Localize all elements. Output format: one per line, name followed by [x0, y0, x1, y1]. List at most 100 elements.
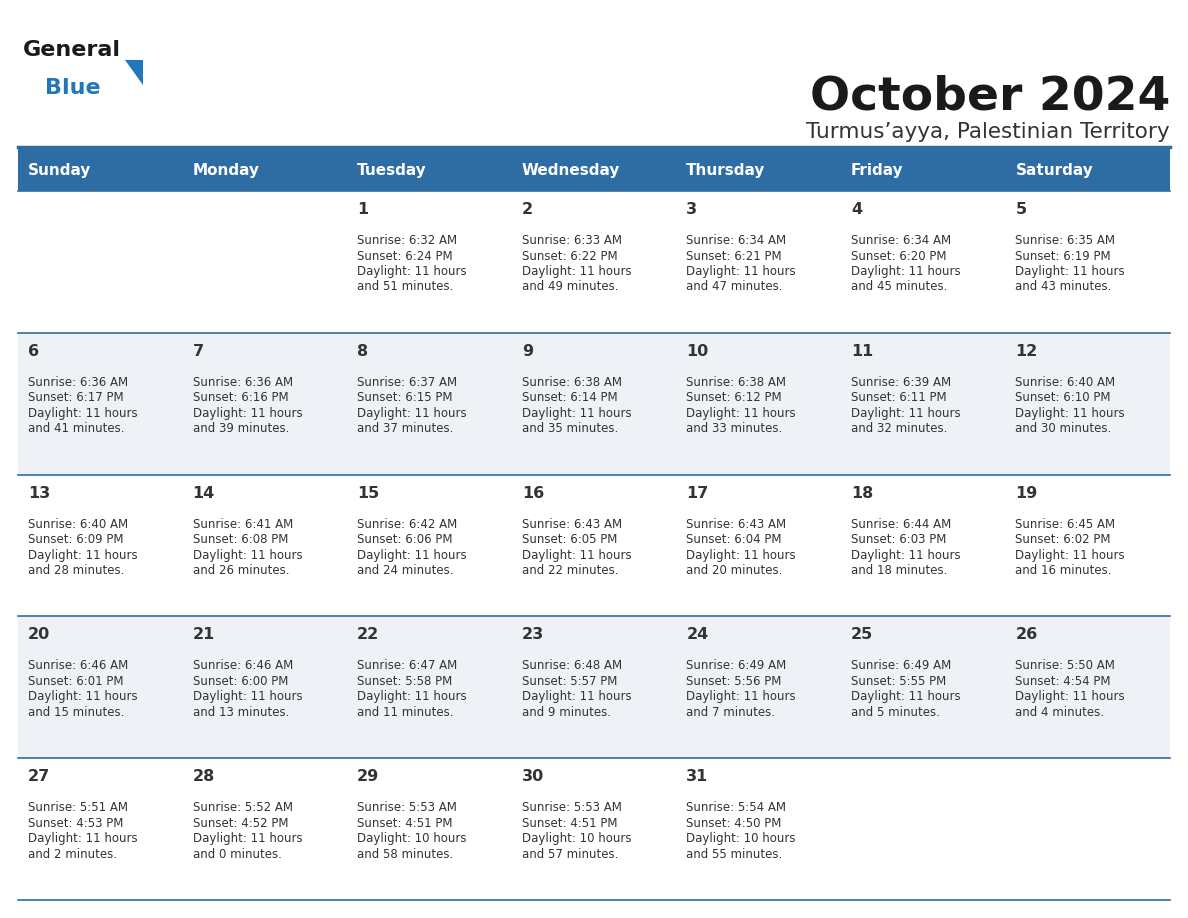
Text: Daylight: 11 hours: Daylight: 11 hours	[192, 407, 302, 420]
Text: 5: 5	[1016, 202, 1026, 217]
Text: 9: 9	[522, 344, 533, 359]
Text: Daylight: 11 hours: Daylight: 11 hours	[1016, 690, 1125, 703]
Text: Sunrise: 6:49 AM: Sunrise: 6:49 AM	[851, 659, 952, 672]
Text: Sunday: Sunday	[29, 162, 91, 177]
Text: Sunset: 6:02 PM: Sunset: 6:02 PM	[1016, 533, 1111, 546]
Text: 4: 4	[851, 202, 862, 217]
Text: Daylight: 11 hours: Daylight: 11 hours	[851, 549, 960, 562]
Text: Daylight: 11 hours: Daylight: 11 hours	[687, 265, 796, 278]
Text: and 0 minutes.: and 0 minutes.	[192, 847, 282, 861]
Text: and 30 minutes.: and 30 minutes.	[1016, 422, 1112, 435]
Text: Sunset: 6:19 PM: Sunset: 6:19 PM	[1016, 250, 1111, 263]
Text: Daylight: 11 hours: Daylight: 11 hours	[29, 833, 138, 845]
Text: Sunrise: 6:39 AM: Sunrise: 6:39 AM	[851, 375, 950, 389]
Text: Daylight: 11 hours: Daylight: 11 hours	[522, 549, 631, 562]
Text: Sunset: 5:57 PM: Sunset: 5:57 PM	[522, 675, 617, 688]
Text: Daylight: 11 hours: Daylight: 11 hours	[358, 549, 467, 562]
Polygon shape	[125, 60, 143, 85]
Text: Sunrise: 6:33 AM: Sunrise: 6:33 AM	[522, 234, 621, 247]
Text: and 32 minutes.: and 32 minutes.	[851, 422, 947, 435]
Text: Tuesday: Tuesday	[358, 162, 426, 177]
Text: Sunset: 4:54 PM: Sunset: 4:54 PM	[1016, 675, 1111, 688]
Text: Daylight: 11 hours: Daylight: 11 hours	[687, 407, 796, 420]
Text: Daylight: 11 hours: Daylight: 11 hours	[29, 690, 138, 703]
Text: 6: 6	[29, 344, 39, 359]
Text: and 28 minutes.: and 28 minutes.	[29, 564, 125, 577]
Text: and 11 minutes.: and 11 minutes.	[358, 706, 454, 719]
Text: and 4 minutes.: and 4 minutes.	[1016, 706, 1105, 719]
Text: and 2 minutes.: and 2 minutes.	[29, 847, 116, 861]
Text: and 43 minutes.: and 43 minutes.	[1016, 281, 1112, 294]
Text: Daylight: 11 hours: Daylight: 11 hours	[192, 690, 302, 703]
Text: Sunrise: 6:43 AM: Sunrise: 6:43 AM	[522, 518, 621, 531]
Text: Daylight: 11 hours: Daylight: 11 hours	[29, 549, 138, 562]
Text: 7: 7	[192, 344, 203, 359]
Text: Sunset: 6:10 PM: Sunset: 6:10 PM	[1016, 391, 1111, 404]
Text: Sunrise: 6:37 AM: Sunrise: 6:37 AM	[358, 375, 457, 389]
Text: Daylight: 11 hours: Daylight: 11 hours	[522, 265, 631, 278]
Text: Sunrise: 6:44 AM: Sunrise: 6:44 AM	[851, 518, 952, 531]
Text: 24: 24	[687, 627, 708, 643]
Text: Sunset: 6:16 PM: Sunset: 6:16 PM	[192, 391, 289, 404]
Text: 15: 15	[358, 486, 379, 500]
Text: 19: 19	[1016, 486, 1037, 500]
Bar	[18, 616, 1170, 758]
Text: and 45 minutes.: and 45 minutes.	[851, 281, 947, 294]
Text: 28: 28	[192, 769, 215, 784]
Text: Sunset: 6:00 PM: Sunset: 6:00 PM	[192, 675, 287, 688]
Bar	[18, 475, 1170, 616]
Text: and 16 minutes.: and 16 minutes.	[1016, 564, 1112, 577]
Text: Daylight: 11 hours: Daylight: 11 hours	[192, 833, 302, 845]
Text: 17: 17	[687, 486, 708, 500]
Text: 31: 31	[687, 769, 708, 784]
Text: Sunrise: 5:51 AM: Sunrise: 5:51 AM	[29, 801, 128, 814]
Text: and 18 minutes.: and 18 minutes.	[851, 564, 947, 577]
Text: Sunset: 6:15 PM: Sunset: 6:15 PM	[358, 391, 453, 404]
Text: Sunrise: 5:53 AM: Sunrise: 5:53 AM	[358, 801, 457, 814]
Text: Sunrise: 6:38 AM: Sunrise: 6:38 AM	[687, 375, 786, 389]
Text: Sunrise: 6:41 AM: Sunrise: 6:41 AM	[192, 518, 292, 531]
Text: 29: 29	[358, 769, 379, 784]
Text: Sunrise: 6:43 AM: Sunrise: 6:43 AM	[687, 518, 786, 531]
Bar	[18, 333, 1170, 475]
Text: October 2024: October 2024	[810, 75, 1170, 120]
Text: and 37 minutes.: and 37 minutes.	[358, 422, 454, 435]
Text: 18: 18	[851, 486, 873, 500]
Text: and 41 minutes.: and 41 minutes.	[29, 422, 125, 435]
Text: Daylight: 11 hours: Daylight: 11 hours	[522, 690, 631, 703]
Text: Sunset: 6:01 PM: Sunset: 6:01 PM	[29, 675, 124, 688]
Text: Sunset: 6:08 PM: Sunset: 6:08 PM	[192, 533, 287, 546]
Text: Sunset: 4:50 PM: Sunset: 4:50 PM	[687, 817, 782, 830]
Text: Daylight: 11 hours: Daylight: 11 hours	[522, 407, 631, 420]
Text: Daylight: 10 hours: Daylight: 10 hours	[358, 833, 467, 845]
Text: 16: 16	[522, 486, 544, 500]
Text: 11: 11	[851, 344, 873, 359]
Text: Daylight: 11 hours: Daylight: 11 hours	[358, 407, 467, 420]
Text: Sunrise: 5:50 AM: Sunrise: 5:50 AM	[1016, 659, 1116, 672]
Text: and 22 minutes.: and 22 minutes.	[522, 564, 618, 577]
Text: 10: 10	[687, 344, 708, 359]
Text: General: General	[23, 40, 121, 60]
Text: 26: 26	[1016, 627, 1037, 643]
Text: Sunrise: 5:52 AM: Sunrise: 5:52 AM	[192, 801, 292, 814]
Text: Sunset: 6:04 PM: Sunset: 6:04 PM	[687, 533, 782, 546]
Text: and 7 minutes.: and 7 minutes.	[687, 706, 776, 719]
Text: Sunset: 6:12 PM: Sunset: 6:12 PM	[687, 391, 782, 404]
Text: Sunset: 6:03 PM: Sunset: 6:03 PM	[851, 533, 946, 546]
Text: Sunset: 4:51 PM: Sunset: 4:51 PM	[358, 817, 453, 830]
Text: and 57 minutes.: and 57 minutes.	[522, 847, 618, 861]
Text: Sunrise: 6:36 AM: Sunrise: 6:36 AM	[29, 375, 128, 389]
Text: and 9 minutes.: and 9 minutes.	[522, 706, 611, 719]
Text: Daylight: 11 hours: Daylight: 11 hours	[358, 265, 467, 278]
Bar	[18, 149, 1170, 191]
Text: and 55 minutes.: and 55 minutes.	[687, 847, 783, 861]
Text: 22: 22	[358, 627, 379, 643]
Text: Sunset: 5:55 PM: Sunset: 5:55 PM	[851, 675, 946, 688]
Text: Daylight: 11 hours: Daylight: 11 hours	[1016, 549, 1125, 562]
Text: Sunset: 6:09 PM: Sunset: 6:09 PM	[29, 533, 124, 546]
Text: Sunset: 6:20 PM: Sunset: 6:20 PM	[851, 250, 947, 263]
Text: Daylight: 11 hours: Daylight: 11 hours	[29, 407, 138, 420]
Text: Sunrise: 5:53 AM: Sunrise: 5:53 AM	[522, 801, 621, 814]
Text: Sunrise: 6:49 AM: Sunrise: 6:49 AM	[687, 659, 786, 672]
Text: Daylight: 10 hours: Daylight: 10 hours	[687, 833, 796, 845]
